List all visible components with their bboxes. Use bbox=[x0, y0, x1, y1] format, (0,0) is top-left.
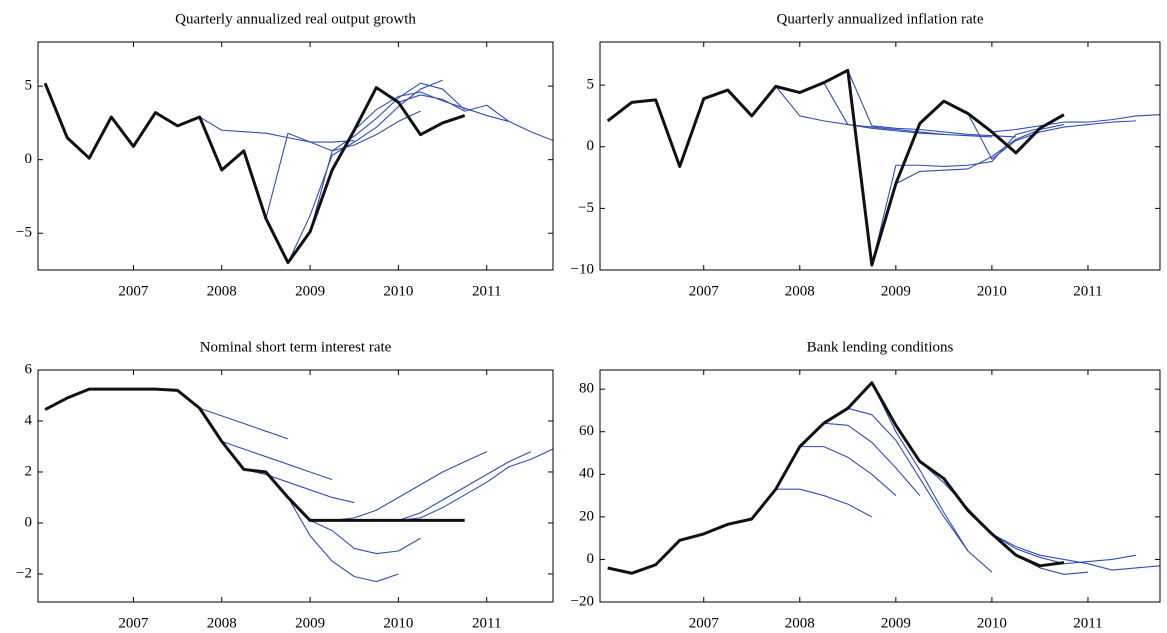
chart-title: Quarterly annualized real output growth bbox=[175, 11, 416, 27]
plot-area bbox=[607, 381, 1160, 575]
x-tick-label: 2010 bbox=[383, 615, 413, 631]
series-line bbox=[43, 82, 466, 265]
series-line bbox=[309, 82, 466, 232]
x-tick-label: 2011 bbox=[1073, 283, 1102, 299]
series-line bbox=[847, 407, 969, 552]
series-line bbox=[353, 91, 509, 131]
axes-box bbox=[599, 369, 1161, 603]
y-tick-label: 5 bbox=[587, 77, 595, 93]
series-line bbox=[607, 381, 1065, 575]
series-line bbox=[332, 451, 487, 521]
series-line bbox=[376, 451, 532, 521]
chart-title: Bank lending conditions bbox=[807, 339, 954, 355]
series-line bbox=[799, 446, 897, 496]
y-tick-label: 5 bbox=[25, 78, 33, 94]
series-line bbox=[243, 468, 355, 504]
x-tick-label: 2007 bbox=[689, 283, 720, 299]
x-tick-label: 2009 bbox=[881, 615, 911, 631]
series-line bbox=[847, 70, 1016, 138]
y-tick-label: 20 bbox=[579, 508, 594, 524]
series-line bbox=[287, 497, 399, 583]
series-line bbox=[871, 127, 1041, 266]
series-line bbox=[309, 519, 421, 555]
series-line bbox=[199, 116, 355, 143]
y-tick-label: −2 bbox=[16, 565, 32, 581]
series-line bbox=[221, 440, 333, 481]
y-tick-label: 0 bbox=[25, 514, 33, 530]
series-line bbox=[967, 510, 1137, 565]
plot-area bbox=[44, 387, 553, 583]
series-line bbox=[44, 387, 465, 522]
chart-title: Quarterly annualized inflation rate bbox=[777, 11, 984, 27]
x-tick-label: 2007 bbox=[118, 615, 149, 631]
x-tick-label: 2008 bbox=[785, 283, 815, 299]
y-tick-label: −20 bbox=[571, 593, 594, 609]
series-line bbox=[199, 407, 289, 440]
y-tick-label: 40 bbox=[579, 466, 594, 482]
x-tick-label: 2009 bbox=[295, 615, 325, 631]
axes-box bbox=[37, 369, 554, 603]
series-line bbox=[967, 113, 1137, 160]
y-tick-label: −5 bbox=[578, 200, 594, 216]
series-line bbox=[398, 448, 553, 521]
plot-area bbox=[43, 79, 553, 265]
x-tick-label: 2010 bbox=[977, 615, 1007, 631]
x-tick-label: 2011 bbox=[472, 615, 501, 631]
x-tick-label: 2007 bbox=[689, 615, 720, 631]
plot-area bbox=[606, 68, 1160, 267]
series-line bbox=[823, 422, 921, 496]
x-tick-label: 2011 bbox=[472, 283, 501, 299]
x-tick-label: 2007 bbox=[118, 283, 149, 299]
series-line bbox=[265, 110, 421, 219]
x-tick-label: 2009 bbox=[295, 283, 325, 299]
x-tick-label: 2010 bbox=[977, 283, 1007, 299]
y-tick-label: 2 bbox=[25, 463, 33, 479]
series-line bbox=[775, 488, 873, 518]
series-line bbox=[991, 533, 1160, 571]
x-tick-label: 2010 bbox=[383, 283, 413, 299]
series-line bbox=[606, 68, 1065, 267]
series-line bbox=[287, 79, 443, 263]
axes-box bbox=[599, 41, 1161, 271]
y-tick-label: 0 bbox=[25, 151, 33, 167]
x-tick-label: 2011 bbox=[1073, 615, 1102, 631]
y-tick-label: 80 bbox=[579, 381, 594, 397]
x-tick-label: 2008 bbox=[207, 283, 237, 299]
x-tick-label: 2009 bbox=[881, 283, 911, 299]
y-tick-label: 4 bbox=[25, 412, 33, 428]
series-line bbox=[398, 94, 553, 142]
series-line bbox=[991, 114, 1160, 133]
y-tick-label: 60 bbox=[579, 423, 594, 439]
x-tick-label: 2008 bbox=[207, 615, 237, 631]
y-tick-label: 0 bbox=[587, 138, 595, 154]
chart-title: Nominal short term interest rate bbox=[200, 339, 392, 355]
y-tick-label: −5 bbox=[16, 225, 32, 241]
x-tick-label: 2008 bbox=[785, 615, 815, 631]
axes-box bbox=[37, 41, 554, 271]
y-tick-label: 6 bbox=[25, 361, 33, 377]
y-tick-label: 0 bbox=[587, 551, 595, 567]
series-line bbox=[871, 382, 993, 573]
series-line bbox=[823, 82, 992, 138]
y-tick-label: −10 bbox=[571, 261, 594, 277]
